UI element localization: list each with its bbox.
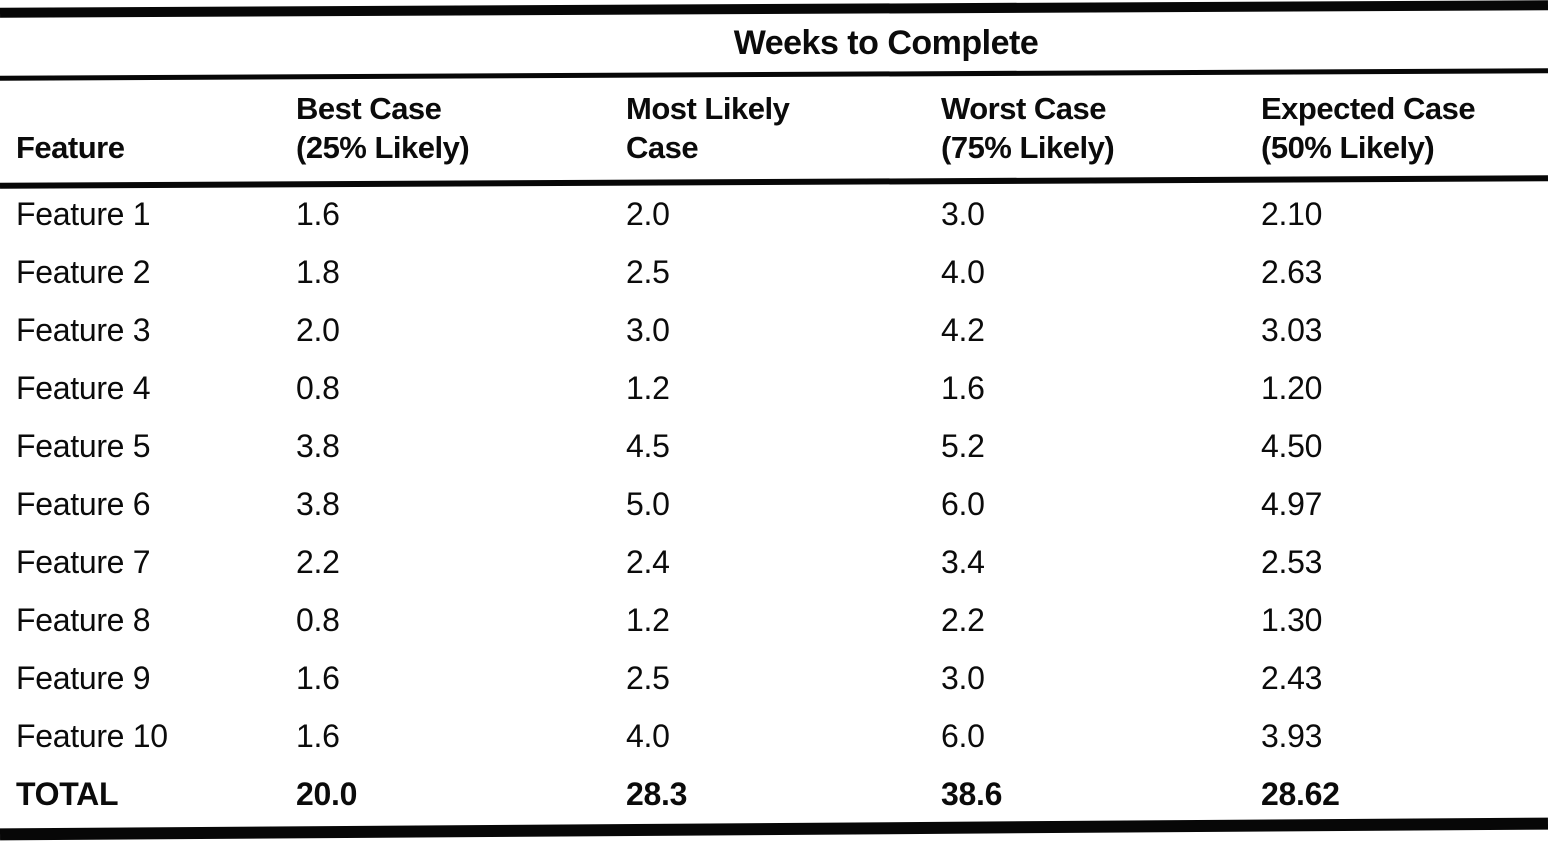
cell-best-case: 1.6 bbox=[296, 195, 340, 232]
cell-worst-case: 2.2 bbox=[941, 601, 985, 638]
cell-most-likely: 4.0 bbox=[626, 717, 670, 754]
cell-expected-case: 2.43 bbox=[1261, 659, 1323, 696]
cell-best-case: 2.2 bbox=[296, 543, 340, 580]
cell-most-likely: 2.5 bbox=[626, 253, 670, 290]
cell-worst-case: 3.0 bbox=[941, 659, 985, 696]
column-header-line: Worst Case bbox=[941, 91, 1107, 126]
cell-worst-case: 5.2 bbox=[941, 427, 985, 464]
cell-worst-case: 6.0 bbox=[941, 485, 985, 522]
cell-expected-case: 1.30 bbox=[1261, 601, 1323, 638]
cell-expected-case: 2.10 bbox=[1261, 195, 1323, 232]
column-header-worst-case: Worst Case (75% Likely) bbox=[941, 89, 1261, 167]
table-row: Feature 9 1.6 2.5 3.0 2.43 bbox=[0, 649, 1548, 707]
cell-best-case: 0.8 bbox=[296, 369, 340, 406]
column-header-line: (50% Likely) bbox=[1261, 130, 1435, 166]
cell-total-expected-case: 28.62 bbox=[1261, 775, 1340, 812]
column-header-line: Best Case bbox=[296, 91, 442, 126]
cell-most-likely: 1.2 bbox=[626, 369, 670, 406]
cell-most-likely: 2.4 bbox=[626, 543, 670, 580]
table-row: Feature 3 2.0 3.0 4.2 3.03 bbox=[0, 301, 1548, 359]
cell-best-case: 1.6 bbox=[296, 717, 340, 754]
cell-feature: Feature 9 bbox=[16, 659, 151, 696]
cell-worst-case: 4.2 bbox=[941, 311, 985, 348]
cell-most-likely: 3.0 bbox=[626, 311, 670, 348]
cell-worst-case: 1.6 bbox=[941, 369, 985, 406]
cell-feature: Feature 8 bbox=[16, 601, 151, 638]
cell-feature: Feature 4 bbox=[16, 369, 151, 406]
table-title: Weeks to Complete bbox=[733, 23, 1039, 62]
table-row: Feature 7 2.2 2.4 3.4 2.53 bbox=[0, 533, 1548, 591]
column-header-line: Most Likely bbox=[626, 91, 790, 126]
table-row: Feature 5 3.8 4.5 5.2 4.50 bbox=[0, 417, 1548, 475]
table-header-row: Feature Best Case (25% Likely) Most Like… bbox=[0, 77, 1548, 179]
cell-best-case: 3.8 bbox=[296, 485, 340, 522]
cell-feature: Feature 2 bbox=[16, 253, 151, 290]
cell-worst-case: 6.0 bbox=[941, 717, 985, 754]
column-header-best-case: Best Case (25% Likely) bbox=[296, 89, 626, 167]
table-row: Feature 4 0.8 1.2 1.6 1.20 bbox=[0, 359, 1548, 417]
cell-expected-case: 4.50 bbox=[1261, 427, 1323, 464]
column-header-feature: Feature bbox=[16, 130, 125, 166]
cell-most-likely: 1.2 bbox=[626, 601, 670, 638]
cell-best-case: 1.6 bbox=[296, 659, 340, 696]
table-row: Feature 1 1.6 2.0 3.0 2.10 bbox=[0, 185, 1548, 243]
cell-best-case: 3.8 bbox=[296, 427, 340, 464]
cell-feature: Feature 5 bbox=[16, 427, 151, 464]
cell-expected-case: 3.03 bbox=[1261, 311, 1323, 348]
cell-worst-case: 4.0 bbox=[941, 253, 985, 290]
column-header-line: (75% Likely) bbox=[941, 130, 1115, 166]
cell-total-label: TOTAL bbox=[16, 775, 119, 812]
column-header-line: (25% Likely) bbox=[296, 130, 470, 166]
cell-most-likely: 5.0 bbox=[626, 485, 670, 522]
cell-worst-case: 3.4 bbox=[941, 543, 985, 580]
table-row: Feature 8 0.8 1.2 2.2 1.30 bbox=[0, 591, 1548, 649]
cell-most-likely: 2.0 bbox=[626, 195, 670, 232]
title-band: Weeks to Complete bbox=[0, 14, 1548, 72]
cell-expected-case: 3.93 bbox=[1261, 717, 1323, 754]
cell-feature: Feature 1 bbox=[16, 195, 151, 232]
column-header-line: Expected Case bbox=[1261, 91, 1476, 126]
cell-best-case: 1.8 bbox=[296, 253, 340, 290]
table-row: Feature 6 3.8 5.0 6.0 4.97 bbox=[0, 475, 1548, 533]
table-row: Feature 10 1.6 4.0 6.0 3.93 bbox=[0, 707, 1548, 765]
cell-expected-case: 4.97 bbox=[1261, 485, 1323, 522]
cell-best-case: 2.0 bbox=[296, 311, 340, 348]
table-row: Feature 2 1.8 2.5 4.0 2.63 bbox=[0, 243, 1548, 301]
column-header-most-likely: Most Likely Case bbox=[626, 89, 941, 167]
cell-most-likely: 4.5 bbox=[626, 427, 670, 464]
cell-feature: Feature 7 bbox=[16, 543, 151, 580]
cell-expected-case: 2.63 bbox=[1261, 253, 1323, 290]
cell-feature: Feature 6 bbox=[16, 485, 151, 522]
cell-most-likely: 2.5 bbox=[626, 659, 670, 696]
cell-expected-case: 1.20 bbox=[1261, 369, 1323, 406]
cell-total-worst-case: 38.6 bbox=[941, 775, 1003, 812]
cell-feature: Feature 3 bbox=[16, 311, 151, 348]
cell-worst-case: 3.0 bbox=[941, 195, 985, 232]
column-header-expected-case: Expected Case (50% Likely) bbox=[1261, 89, 1548, 167]
cell-total-most-likely: 28.3 bbox=[626, 775, 688, 812]
column-header-line: Case bbox=[626, 130, 699, 166]
table-total-row: TOTAL 20.0 28.3 38.6 28.62 bbox=[0, 765, 1548, 823]
cell-feature: Feature 10 bbox=[16, 717, 168, 754]
cell-total-best-case: 20.0 bbox=[296, 775, 358, 812]
cell-expected-case: 2.53 bbox=[1261, 543, 1323, 580]
cell-best-case: 0.8 bbox=[296, 601, 340, 638]
